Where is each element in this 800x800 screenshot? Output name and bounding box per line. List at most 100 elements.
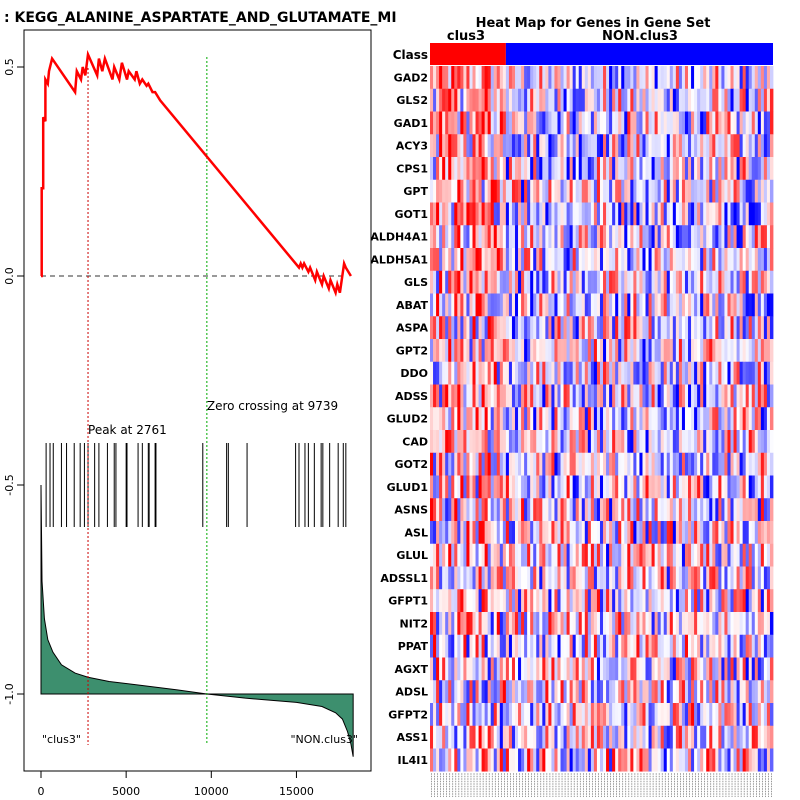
heatmap-cell xyxy=(721,657,725,681)
heatmap-cell xyxy=(630,66,634,90)
heatmap-cell xyxy=(439,248,443,272)
heatmap-cell xyxy=(675,543,680,567)
heatmap-cell xyxy=(663,430,668,454)
heatmap-cell xyxy=(554,202,558,226)
heatmap-cell xyxy=(514,430,519,454)
heatmap-cell xyxy=(697,430,701,454)
x-tick-label: 5000 xyxy=(112,785,140,798)
heatmap-cell xyxy=(508,384,513,408)
heatmap-cell xyxy=(524,248,528,272)
heatmap-cell xyxy=(487,134,492,158)
heatmap-cell xyxy=(530,339,534,363)
heatmap-cell xyxy=(524,430,528,454)
heatmap-cell xyxy=(536,316,540,340)
heatmap-cell xyxy=(557,407,561,431)
gene-label: GLUL xyxy=(396,549,428,562)
heatmap-cell xyxy=(757,248,762,272)
heatmap-cell xyxy=(596,339,601,363)
heatmap-cell xyxy=(563,293,567,317)
heatmap-cell xyxy=(736,270,741,294)
heatmap-cell xyxy=(657,361,662,385)
heatmap-cell xyxy=(496,680,501,704)
heatmap-cell xyxy=(724,88,728,112)
heatmap-cell xyxy=(448,225,452,249)
heatmap-cell xyxy=(721,384,725,408)
heatmap-cell xyxy=(745,407,750,431)
heatmap-cell xyxy=(697,202,701,226)
heatmap-cell xyxy=(505,680,510,704)
heatmap-cell xyxy=(466,634,470,658)
heatmap-cell xyxy=(648,521,652,545)
heatmap-cell xyxy=(545,88,549,112)
heatmap-cell xyxy=(769,498,774,522)
heatmap-cell xyxy=(754,452,759,476)
heatmap-cell xyxy=(766,384,771,408)
heatmap-cell xyxy=(681,452,686,476)
heatmap-cell xyxy=(560,339,564,363)
heatmap-cell xyxy=(496,430,501,454)
heatmap-cell xyxy=(766,202,771,226)
heatmap-cell xyxy=(569,361,574,385)
heatmap-cell xyxy=(542,361,546,385)
heatmap-cell xyxy=(694,521,698,545)
heatmap-cell xyxy=(648,589,652,613)
heatmap-cell xyxy=(657,634,662,658)
x-tick-label: 15000 xyxy=(279,785,314,798)
heatmap-cell xyxy=(666,498,671,522)
heatmap-cell xyxy=(718,316,722,340)
heatmap-cell xyxy=(645,475,649,499)
heatmap-cell xyxy=(430,430,434,454)
heatmap-cell xyxy=(539,384,543,408)
heatmap-cell xyxy=(669,66,674,90)
heatmap-cell xyxy=(508,407,513,431)
heatmap-cell xyxy=(493,407,498,431)
heatmap-cell xyxy=(748,452,753,476)
heatmap-cell xyxy=(688,361,692,385)
heatmap-cell xyxy=(745,680,750,704)
heatmap-cell xyxy=(627,202,631,226)
heatmap-cell xyxy=(530,748,534,772)
heatmap-cell xyxy=(475,179,479,203)
heatmap-cell xyxy=(763,407,768,431)
heatmap-cell xyxy=(691,566,695,590)
heatmap-cell xyxy=(730,680,734,704)
heatmap-cell xyxy=(481,452,486,476)
heatmap-cell xyxy=(733,111,737,135)
heatmap-cell xyxy=(684,566,689,590)
heatmap-cell xyxy=(724,225,728,249)
heatmap-cell xyxy=(430,339,434,363)
heatmap-cell xyxy=(721,612,725,636)
heatmap-cell xyxy=(478,293,483,317)
heatmap-cell xyxy=(587,407,592,431)
heatmap-cell xyxy=(436,88,440,112)
heatmap-cell xyxy=(575,225,580,249)
heatmap-cell xyxy=(472,634,476,658)
heatmap-cell xyxy=(715,384,719,408)
x-tick-label: 0 xyxy=(38,785,45,798)
heatmap-cell xyxy=(733,339,737,363)
heatmap-cell xyxy=(633,703,637,727)
heatmap-cell xyxy=(484,475,489,499)
heatmap-cell xyxy=(694,88,698,112)
heatmap-cell xyxy=(518,566,522,590)
heatmap-cell xyxy=(469,384,473,408)
heatmap-cell xyxy=(621,361,625,385)
heatmap-cell xyxy=(478,475,483,499)
heatmap-cell xyxy=(706,475,710,499)
heatmap-cell xyxy=(536,179,540,203)
heatmap-cell xyxy=(657,248,662,272)
heatmap-cell xyxy=(627,612,631,636)
heatmap-cell xyxy=(569,748,574,772)
heatmap-cell xyxy=(514,270,519,294)
heatmap-cell xyxy=(454,680,458,704)
heatmap-cell xyxy=(648,430,652,454)
heatmap-cell xyxy=(536,612,540,636)
heatmap-cell xyxy=(757,66,762,90)
heatmap-cell xyxy=(490,316,495,340)
heatmap-cell xyxy=(700,248,704,272)
heatmap-cell xyxy=(730,134,734,158)
heatmap-cell xyxy=(603,430,607,454)
heatmap-cell xyxy=(508,293,513,317)
heatmap-cell xyxy=(624,270,628,294)
heatmap-cell xyxy=(612,407,616,431)
